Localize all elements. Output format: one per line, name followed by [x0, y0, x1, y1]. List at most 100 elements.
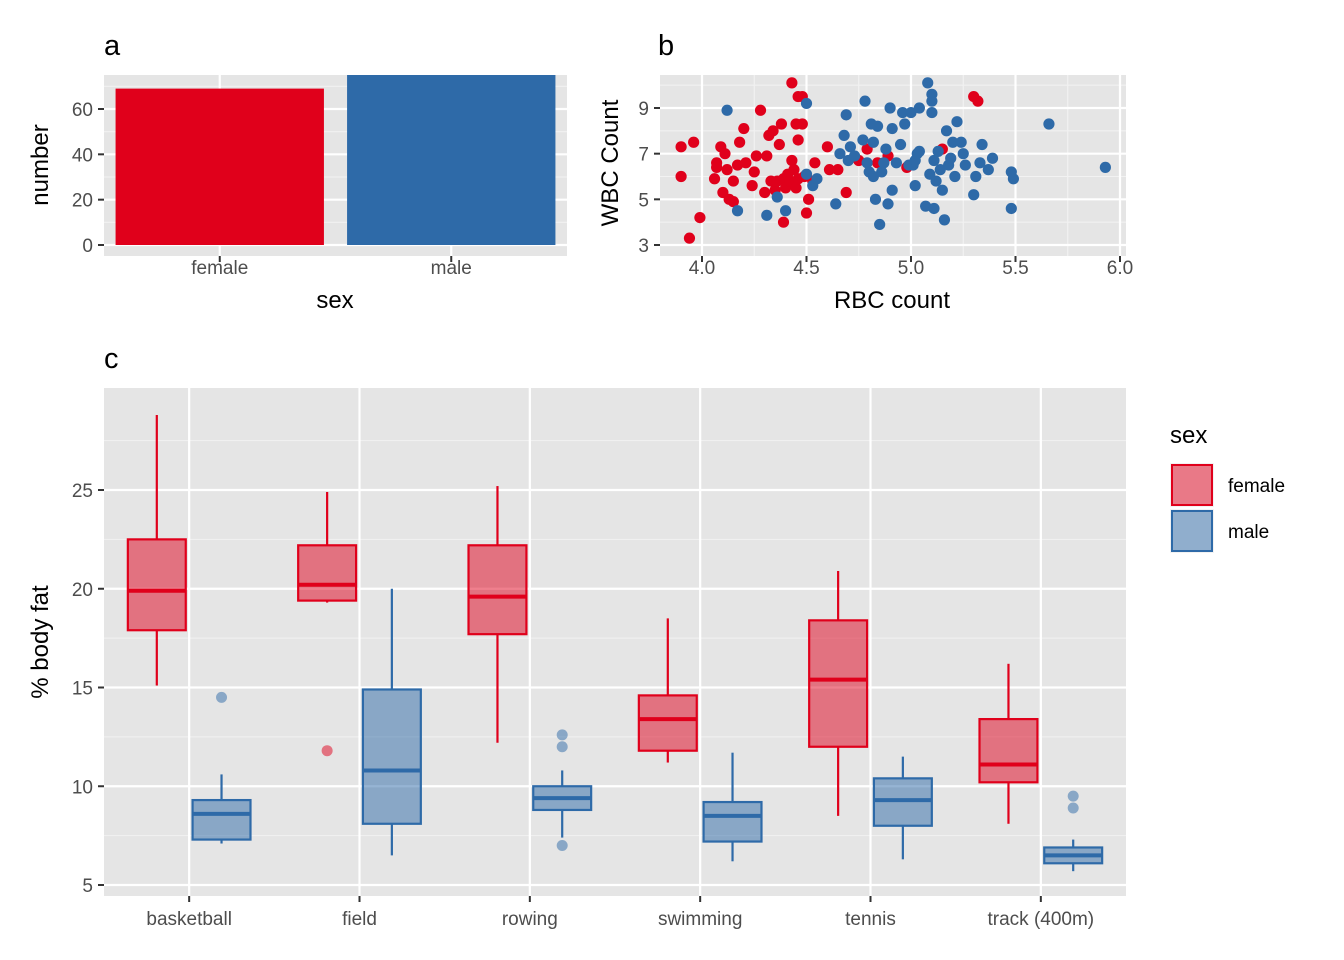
point-male [890, 157, 902, 169]
box-male-rowing [532, 729, 593, 851]
x-tick-label: 5.0 [898, 258, 924, 279]
legend-key [1171, 464, 1213, 506]
point-male [905, 106, 917, 119]
box-male-swimming [702, 752, 763, 862]
point-male [1099, 161, 1111, 173]
legend-label: female [1228, 476, 1285, 497]
x-tick-label: track (400m) [988, 909, 1095, 930]
y-tick-label: 7 [638, 145, 649, 166]
point-female [786, 154, 798, 167]
point-male [947, 136, 959, 148]
point-male [886, 184, 898, 196]
point-female [721, 164, 733, 176]
point-male [867, 136, 879, 148]
box-body [126, 538, 187, 632]
point-male [955, 136, 967, 148]
panel-b-tag: b [658, 30, 674, 62]
legend-title: sex [1170, 422, 1207, 449]
panel-c-grid [104, 388, 1126, 896]
point-male [844, 141, 856, 153]
point-male [928, 202, 940, 215]
x-tick-label: female [191, 258, 248, 279]
point-male [867, 170, 879, 183]
point-female [972, 95, 984, 107]
x-tick-label: 4.5 [793, 258, 819, 279]
point-female [683, 232, 696, 244]
point-female [840, 186, 852, 199]
box-body [808, 619, 869, 748]
x-tick-label: field [342, 909, 377, 930]
point-male [897, 106, 909, 119]
point-male [771, 191, 783, 203]
x-tick-label: male [431, 258, 472, 279]
panel-b-x-axis-title: RBC count [834, 287, 950, 314]
point-female [754, 104, 767, 116]
point-female [727, 175, 739, 187]
point-male [840, 109, 852, 121]
box-body [978, 717, 1039, 784]
y-tick-label: 5 [82, 876, 93, 897]
y-tick-label: 20 [72, 580, 93, 601]
panel-c-background [104, 388, 1126, 896]
point-male [884, 102, 896, 114]
panel-a-tag: a [104, 30, 121, 62]
box-male-field [361, 588, 422, 856]
point-male [878, 157, 890, 169]
point-female [675, 141, 687, 153]
box-body [467, 544, 528, 636]
point-male [1005, 202, 1017, 215]
point-male [761, 209, 773, 221]
point-male [899, 118, 911, 130]
point-male [940, 125, 953, 137]
point-male [934, 164, 946, 176]
point-male [938, 214, 951, 226]
point-female [761, 150, 773, 162]
point-male [945, 152, 957, 164]
point-female [740, 157, 752, 169]
y-tick-label: 40 [72, 145, 93, 166]
outlier-point [321, 745, 333, 757]
y-tick-label: 5 [638, 190, 649, 211]
point-female [832, 164, 844, 176]
point-male [936, 184, 948, 196]
point-female [727, 196, 739, 208]
point-male [861, 157, 873, 169]
panel-c-x-ticks: basketball field rowing swimming tennis track… [146, 896, 1094, 930]
legend-key [1171, 510, 1213, 552]
y-tick-label: 15 [72, 679, 93, 700]
point-male [894, 138, 907, 151]
point-female [708, 173, 721, 185]
point-male [951, 116, 963, 128]
panel-c-y-ticks: 5 10 15 20 25 [72, 481, 104, 897]
bar-female [115, 88, 324, 245]
point-female [790, 182, 802, 194]
point-female [773, 138, 785, 151]
point-male [926, 106, 938, 119]
point-male [800, 168, 813, 180]
panel-a-x-axis-title: sex [316, 287, 353, 314]
point-male [857, 134, 869, 146]
x-tick-label: basketball [146, 909, 232, 930]
point-male [886, 122, 898, 135]
panel-c-box-plot: c 5 10 15 20 25 basketball field rowing swimmin… [27, 343, 1126, 930]
bar-male [347, 75, 556, 245]
point-male [1043, 118, 1055, 130]
point-female [675, 170, 687, 183]
point-female [719, 148, 731, 160]
panel-b-x-ticks: 4.0 4.5 5.0 5.5 6.0 [689, 256, 1133, 279]
y-tick-label: 0 [82, 236, 93, 257]
point-female [800, 207, 813, 219]
x-tick-label: tennis [845, 909, 896, 930]
point-female [711, 157, 723, 169]
panel-a-y-axis-title: number [27, 124, 54, 205]
point-female [796, 118, 808, 130]
panel-a-x-ticks: female male [191, 256, 472, 279]
panel-c-y-axis-title: % body fat [27, 585, 54, 699]
point-male [932, 145, 944, 157]
x-tick-label: rowing [502, 909, 558, 930]
legend-label: male [1228, 522, 1269, 543]
point-male [882, 198, 894, 210]
point-female [821, 141, 834, 153]
y-tick-label: 10 [72, 777, 93, 798]
point-male [909, 180, 921, 192]
